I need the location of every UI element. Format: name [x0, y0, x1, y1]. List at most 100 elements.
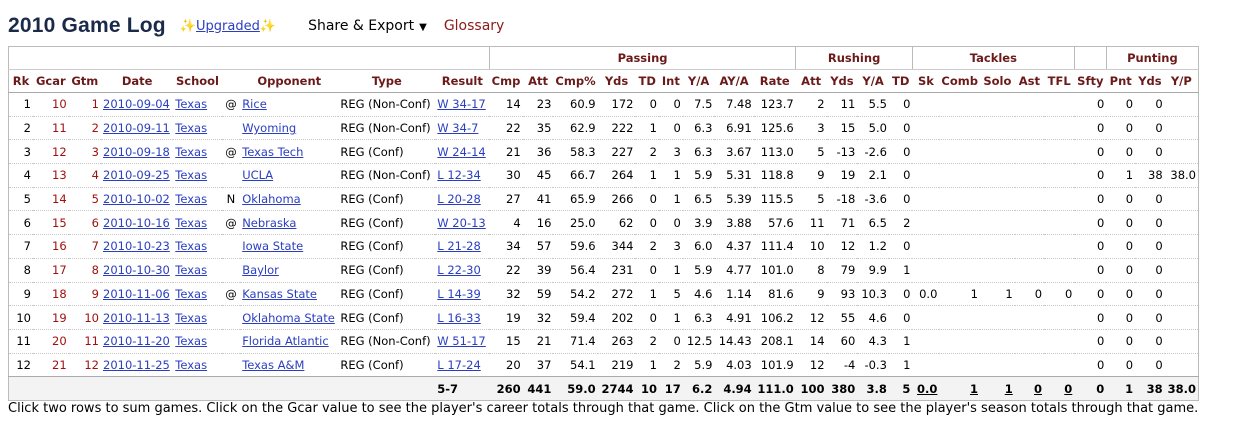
opponent-link[interactable]: Kansas State	[242, 286, 317, 301]
cell-result[interactable]: W 24-14	[435, 139, 490, 165]
table-row[interactable]: 10 19 10 2010-11-13 Texas Oklahoma State REG (…	[8, 305, 1199, 330]
cell-gtm[interactable]: 7	[68, 234, 101, 259]
cell-opponent[interactable]: Oklahoma	[240, 187, 339, 212]
cell-school[interactable]: Texas	[173, 92, 222, 117]
school-link[interactable]: Texas	[175, 192, 208, 207]
cell-date[interactable]: 2010-10-02	[101, 187, 174, 212]
school-link[interactable]: Texas	[175, 239, 208, 254]
total-tackles-ast[interactable]: 0	[1014, 376, 1045, 401]
cell-opponent[interactable]: Wyoming	[240, 116, 339, 141]
column-header-rush-att[interactable]: Att	[795, 69, 827, 93]
cell-date[interactable]: 2010-09-11	[101, 116, 174, 141]
cell-gcar[interactable]: 21	[32, 353, 69, 378]
cell-result[interactable]: W 51-17	[435, 329, 490, 354]
table-row[interactable]: 1 10 1 2010-09-04 Texas @ Rice REG (Non-Conf) W …	[8, 92, 1199, 117]
cell-result[interactable]: W 34-17	[435, 92, 490, 117]
cell-school[interactable]: Texas	[173, 353, 222, 378]
total-tackles-comb[interactable]: 1	[939, 376, 980, 401]
school-link[interactable]: Texas	[175, 334, 208, 349]
cell-school[interactable]: Texas	[173, 305, 222, 330]
cell-gcar[interactable]: 14	[32, 187, 69, 212]
column-header-result[interactable]: Result	[435, 69, 490, 93]
column-header-punt-pnt[interactable]: Pnt	[1106, 69, 1136, 93]
column-header-pass-att[interactable]: Att	[522, 69, 554, 93]
cell-date[interactable]: 2010-09-18	[101, 139, 174, 165]
cell-gcar[interactable]: 10	[32, 92, 69, 117]
table-row[interactable]: 12 21 12 2010-11-25 Texas Texas A&M REG (Conf)…	[8, 353, 1199, 378]
table-row[interactable]: 9 18 9 2010-11-06 Texas @ Kansas State REG (Con…	[8, 282, 1199, 307]
result-link[interactable]: W 34-17	[437, 97, 486, 112]
column-header-pass-td[interactable]: TD	[635, 69, 659, 93]
share-export-button[interactable]: Share & Export ▼	[308, 18, 427, 34]
column-header-rush-td[interactable]: TD	[888, 69, 913, 93]
cell-date[interactable]: 2010-09-25	[101, 163, 174, 188]
cell-result[interactable]: W 34-7	[435, 116, 490, 141]
column-header-date[interactable]: Date	[101, 69, 174, 93]
column-header-tackles-comb[interactable]: Comb	[939, 69, 980, 93]
table-row[interactable]: 6 15 6 2010-10-16 Texas @ Nebraska REG (Conf) W …	[8, 210, 1199, 236]
upgraded-link[interactable]: Upgraded	[196, 18, 260, 34]
cell-gtm[interactable]: 6	[68, 210, 101, 236]
date-link[interactable]: 2010-11-06	[103, 286, 170, 301]
result-link[interactable]: L 20-28	[437, 192, 481, 207]
opponent-link[interactable]: Oklahoma	[242, 192, 301, 207]
cell-date[interactable]: 2010-10-16	[101, 210, 174, 236]
cell-opponent[interactable]: Texas A&M	[240, 353, 339, 378]
school-link[interactable]: Texas	[175, 286, 208, 301]
table-row[interactable]: 5 14 5 2010-10-02 Texas N Oklahoma REG (Conf) L …	[8, 187, 1199, 212]
opponent-link[interactable]: Baylor	[242, 263, 279, 278]
table-row[interactable]: 11 20 11 2010-11-20 Texas Florida Atlantic REG…	[8, 329, 1199, 354]
result-link[interactable]: W 24-14	[437, 144, 486, 159]
column-header-tackles-ast[interactable]: Ast	[1014, 69, 1045, 93]
cell-gtm[interactable]: 1	[68, 92, 101, 117]
cell-gcar[interactable]: 11	[32, 116, 69, 141]
cell-date[interactable]: 2010-11-13	[101, 305, 174, 330]
date-link[interactable]: 2010-11-20	[103, 334, 170, 349]
table-row[interactable]: 2 11 2 2010-09-11 Texas Wyoming REG (Non-Conf)…	[8, 116, 1199, 141]
column-header-punt-yp[interactable]: Y/P	[1164, 69, 1199, 93]
cell-result[interactable]: L 22-30	[435, 258, 490, 283]
result-link[interactable]: L 16-33	[437, 310, 481, 325]
result-link[interactable]: L 22-30	[437, 263, 481, 278]
cell-gcar[interactable]: 19	[32, 305, 69, 330]
school-link[interactable]: Texas	[175, 144, 208, 159]
cell-opponent[interactable]: Florida Atlantic	[240, 329, 339, 354]
cell-gtm[interactable]: 4	[68, 163, 101, 188]
school-link[interactable]: Texas	[175, 310, 208, 325]
cell-date[interactable]: 2010-10-30	[101, 258, 174, 283]
cell-result[interactable]: W 20-13	[435, 210, 490, 236]
cell-gcar[interactable]: 12	[32, 139, 69, 165]
cell-school[interactable]: Texas	[173, 116, 222, 141]
school-link[interactable]: Texas	[175, 121, 208, 136]
date-link[interactable]: 2010-10-23	[103, 239, 170, 254]
cell-result[interactable]: L 16-33	[435, 305, 490, 330]
total-sk[interactable]: 0.0	[912, 376, 940, 401]
date-link[interactable]: 2010-10-30	[103, 263, 170, 278]
column-header-type[interactable]: Type	[338, 69, 436, 93]
date-link[interactable]: 2010-11-13	[103, 310, 170, 325]
cell-gcar[interactable]: 15	[32, 210, 69, 236]
result-link[interactable]: W 51-17	[437, 334, 486, 349]
cell-gtm[interactable]: 2	[68, 116, 101, 141]
column-header-sk[interactable]: Sk	[912, 69, 940, 93]
column-header-opponent[interactable]: Opponent	[240, 69, 339, 93]
column-header-gtm[interactable]: Gtm	[68, 69, 101, 93]
date-link[interactable]: 2010-09-25	[103, 168, 170, 183]
cell-result[interactable]: L 14-39	[435, 282, 490, 307]
result-link[interactable]: L 14-39	[437, 286, 481, 301]
upgraded-link-wrap[interactable]: ✨ Upgraded ✨	[180, 19, 276, 34]
column-header-pass-aya[interactable]: AY/A	[714, 69, 754, 93]
column-header-pass-int[interactable]: Int	[658, 69, 683, 93]
school-link[interactable]: Texas	[175, 215, 208, 230]
column-header-rush-yds[interactable]: Yds	[826, 69, 858, 93]
school-link[interactable]: Texas	[175, 357, 208, 372]
cell-gtm[interactable]: 11	[68, 329, 101, 354]
date-link[interactable]: 2010-10-02	[103, 192, 170, 207]
cell-opponent[interactable]: Nebraska	[240, 210, 339, 236]
column-header-rush-ya[interactable]: Y/A	[857, 69, 889, 93]
cell-gcar[interactable]: 13	[32, 163, 69, 188]
column-header-pass-yds[interactable]: Yds	[597, 69, 636, 93]
opponent-link[interactable]: Wyoming	[242, 121, 297, 136]
cell-school[interactable]: Texas	[173, 258, 222, 283]
cell-result[interactable]: L 17-24	[435, 353, 490, 378]
